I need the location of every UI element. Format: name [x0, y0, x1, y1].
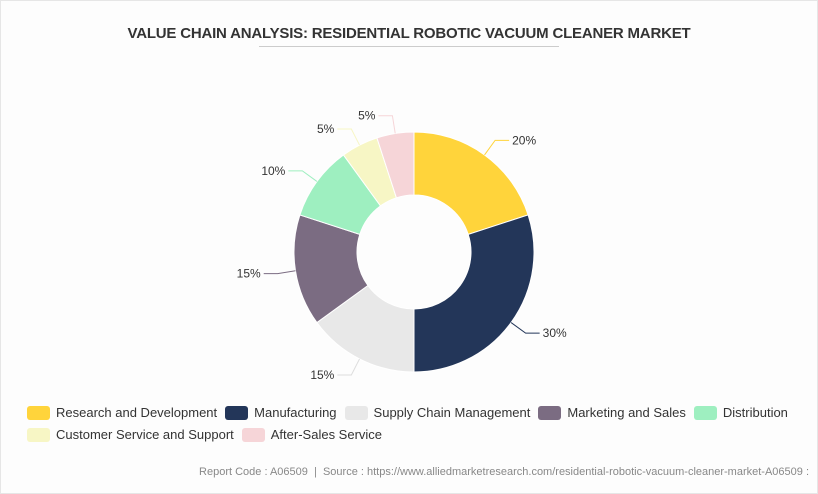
legend-swatch — [538, 405, 562, 420]
slice-after-sales-service[interactable] — [376, 131, 415, 199]
leader-line — [263, 270, 296, 275]
legend-label: Distribution — [722, 405, 788, 420]
legend-item[interactable]: After-Sales Service — [241, 427, 383, 442]
legend-swatch — [27, 405, 50, 420]
leader-line — [337, 128, 360, 146]
legend-swatch — [27, 427, 50, 442]
legend-label: Manufacturing — [254, 405, 337, 420]
legend-item[interactable]: Marketing and Sales — [538, 405, 686, 420]
data-label: 15% — [237, 267, 261, 281]
chart-title: VALUE CHAIN ANALYSIS: RESIDENTIAL ROBOTI… — [127, 25, 691, 42]
source-note: Report Code : A06509 | Source : https://… — [199, 466, 809, 478]
legend-swatch — [225, 405, 249, 420]
title-underline — [259, 46, 559, 47]
slice-manufacturing[interactable] — [413, 214, 535, 373]
legend-item[interactable]: Manufacturing — [225, 405, 337, 420]
leader-line — [378, 115, 396, 134]
slice-research-and-development[interactable] — [413, 131, 529, 236]
legend-item[interactable]: Supply Chain Management — [344, 405, 531, 420]
donut-chart: 20% 30% 15% 15% 10% 5% 5% — [237, 109, 567, 382]
legend-swatch — [693, 405, 717, 420]
legend: Research and Development Manufacturing Sup… — [27, 405, 817, 442]
legend-item[interactable]: Research and Development — [27, 405, 217, 420]
leader-line — [484, 139, 510, 156]
data-label: 5% — [317, 122, 335, 136]
data-label: 10% — [261, 164, 285, 178]
leader-line — [288, 170, 318, 182]
data-label: 30% — [543, 326, 567, 340]
legend-item[interactable]: Customer Service and Support — [27, 427, 234, 442]
data-label: 5% — [358, 109, 376, 123]
legend-label: Marketing and Sales — [567, 405, 686, 420]
legend-item[interactable]: Distribution — [693, 405, 788, 420]
legend-label: Customer Service and Support — [56, 427, 234, 442]
data-label: 20% — [512, 133, 536, 147]
legend-label: Supply Chain Management — [373, 405, 531, 420]
legend-label: Research and Development — [56, 405, 218, 420]
data-label: 15% — [310, 368, 334, 382]
legend-swatch — [344, 405, 368, 420]
leader-line — [337, 358, 360, 376]
legend-label: After-Sales Service — [270, 427, 383, 442]
legend-swatch — [241, 427, 265, 442]
leader-line — [510, 322, 540, 334]
